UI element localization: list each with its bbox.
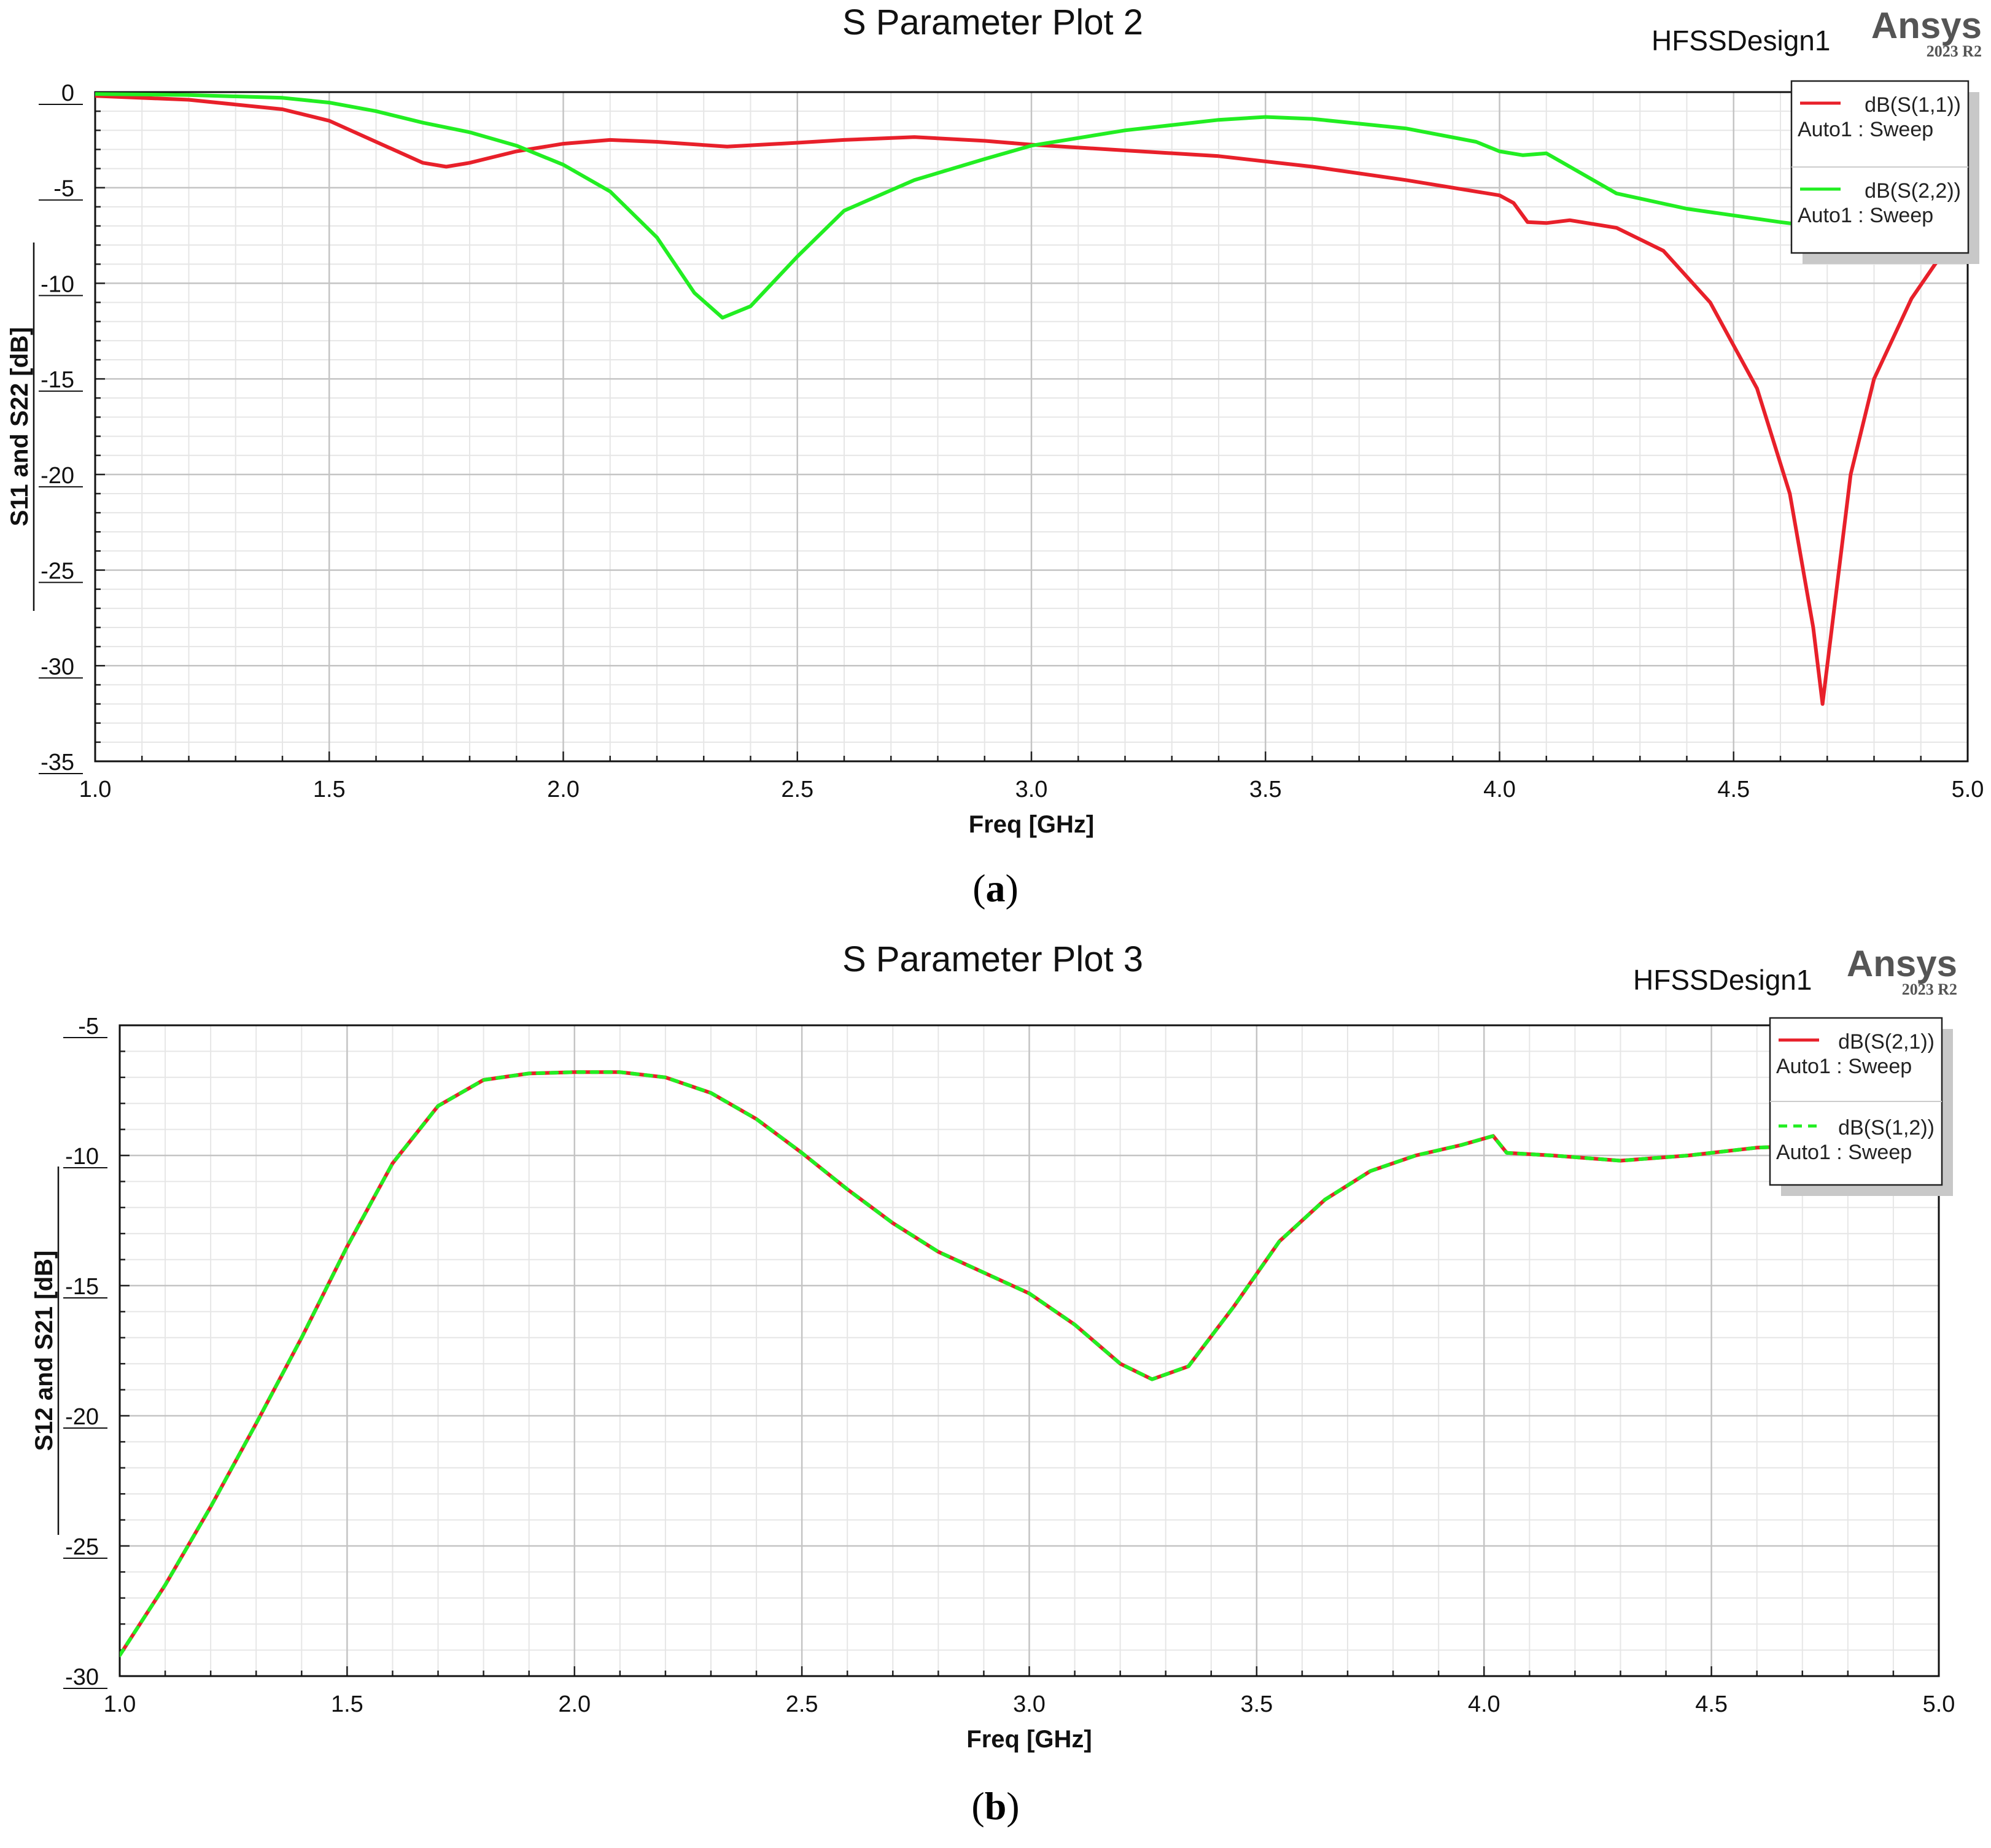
legend-label: dB(S(1,2)) bbox=[1838, 1116, 1935, 1139]
legend-sublabel: Auto1 : Sweep bbox=[1776, 1141, 1912, 1164]
x-tick-label: 4.0 bbox=[1468, 1691, 1500, 1717]
y-tick-label: -15 bbox=[41, 367, 74, 393]
x-axis-label: Freq [GHz] bbox=[966, 1726, 1092, 1753]
x-tick-label: 4.0 bbox=[1483, 777, 1516, 802]
grid bbox=[118, 1024, 1940, 1677]
y-tick-label: -10 bbox=[65, 1144, 99, 1170]
caption-letter: a bbox=[985, 866, 1006, 910]
caption-open: ( bbox=[972, 866, 986, 910]
y-axis-label: S12 and S21 [dB] bbox=[31, 1251, 58, 1451]
series-group bbox=[120, 1070, 1939, 1658]
y-tick-label: -25 bbox=[65, 1534, 99, 1560]
brand-logo: Ansys bbox=[1871, 5, 1982, 46]
x-tick-label: 1.5 bbox=[313, 777, 346, 802]
y-tick-label: -30 bbox=[41, 654, 74, 680]
chart-s-parameter-plot-3: S Parameter Plot 3 HFSSDesign1 Ansys 202… bbox=[31, 939, 1957, 1753]
caption-open: ( bbox=[971, 1784, 985, 1828]
x-tick-label: 4.5 bbox=[1717, 777, 1750, 802]
series-group bbox=[95, 92, 1968, 706]
y-tick-label: 0 bbox=[61, 80, 74, 106]
grid bbox=[94, 91, 1969, 763]
x-tick-label: 3.5 bbox=[1240, 1691, 1273, 1717]
chart-title: S Parameter Plot 3 bbox=[842, 939, 1143, 979]
y-tick-label: -5 bbox=[78, 1014, 99, 1039]
legend-sublabel: Auto1 : Sweep bbox=[1798, 204, 1933, 227]
design-label: HFSSDesign1 bbox=[1651, 25, 1830, 56]
x-tick-label: 5.0 bbox=[1923, 1691, 1955, 1717]
legend-sublabel: Auto1 : Sweep bbox=[1798, 118, 1933, 141]
y-tick-label: -10 bbox=[41, 271, 74, 297]
y-tick-label: -35 bbox=[41, 750, 74, 775]
x-tick-label: 2.5 bbox=[781, 777, 813, 802]
caption-close: ) bbox=[1006, 1784, 1020, 1828]
x-tick-label: 2.0 bbox=[558, 1691, 591, 1717]
x-axis-label: Freq [GHz] bbox=[969, 811, 1094, 838]
legend-label: dB(S(2,2)) bbox=[1865, 179, 1961, 203]
legend-label: dB(S(1,1)) bbox=[1865, 93, 1961, 117]
brand-logo: Ansys bbox=[1847, 943, 1957, 984]
x-tick-label: 3.0 bbox=[1015, 777, 1048, 802]
caption-b: (b) bbox=[0, 1784, 1991, 1829]
caption-a: (a) bbox=[0, 866, 1991, 911]
x-tick-label: 4.5 bbox=[1695, 1691, 1728, 1717]
caption-close: ) bbox=[1005, 866, 1019, 910]
design-label: HFSSDesign1 bbox=[1633, 964, 1812, 996]
y-tick-label: -5 bbox=[53, 176, 74, 202]
x-tick-label: 1.0 bbox=[104, 1691, 136, 1717]
x-tick-label: 3.0 bbox=[1013, 1691, 1046, 1717]
x-tick-label: 3.5 bbox=[1249, 777, 1282, 802]
x-tick-label: 2.5 bbox=[786, 1691, 818, 1717]
x-tick-label: 5.0 bbox=[1952, 777, 1984, 802]
series-line-db-s-1-1- bbox=[95, 94, 1968, 706]
y-tick-label: -20 bbox=[41, 463, 74, 489]
y-tick-label: -15 bbox=[65, 1274, 99, 1300]
y-axis-label: S11 and S22 [dB] bbox=[6, 327, 33, 527]
plot-area: 1.0 1.5 2.0 2.5 3.0 3.5 4.0 4.5 5.0 -5 -10 -15 -20 -2… bbox=[31, 1014, 1955, 1753]
x-tick-label: 1.0 bbox=[79, 777, 112, 802]
y-tick-label: -20 bbox=[65, 1404, 99, 1430]
legend-sublabel: Auto1 : Sweep bbox=[1776, 1055, 1912, 1078]
plot-frame bbox=[94, 91, 1969, 763]
series-line-db-s-2-2- bbox=[95, 92, 1968, 320]
series-line-db-s-1-2- bbox=[120, 1070, 1939, 1658]
x-tick-label: 1.5 bbox=[331, 1691, 363, 1717]
x-tick-label: 2.0 bbox=[547, 777, 580, 802]
plot-frame bbox=[118, 1024, 1940, 1677]
y-tick-label: -30 bbox=[65, 1664, 99, 1690]
brand-version: 2023 R2 bbox=[1927, 42, 1982, 60]
brand-version: 2023 R2 bbox=[1902, 980, 1957, 998]
chart-title: S Parameter Plot 2 bbox=[842, 2, 1143, 42]
legend-label: dB(S(2,1)) bbox=[1838, 1030, 1935, 1054]
chart-s-parameter-plot-2: S Parameter Plot 2 HFSSDesign1 Ansys 202… bbox=[6, 2, 1984, 838]
y-tick-label: -25 bbox=[41, 559, 74, 584]
caption-letter: b bbox=[984, 1784, 1007, 1828]
plot-area: 1.0 1.5 2.0 2.5 3.0 3.5 4.0 4.5 5.0 0 -5 -10 -15 -20 -… bbox=[6, 80, 1984, 838]
